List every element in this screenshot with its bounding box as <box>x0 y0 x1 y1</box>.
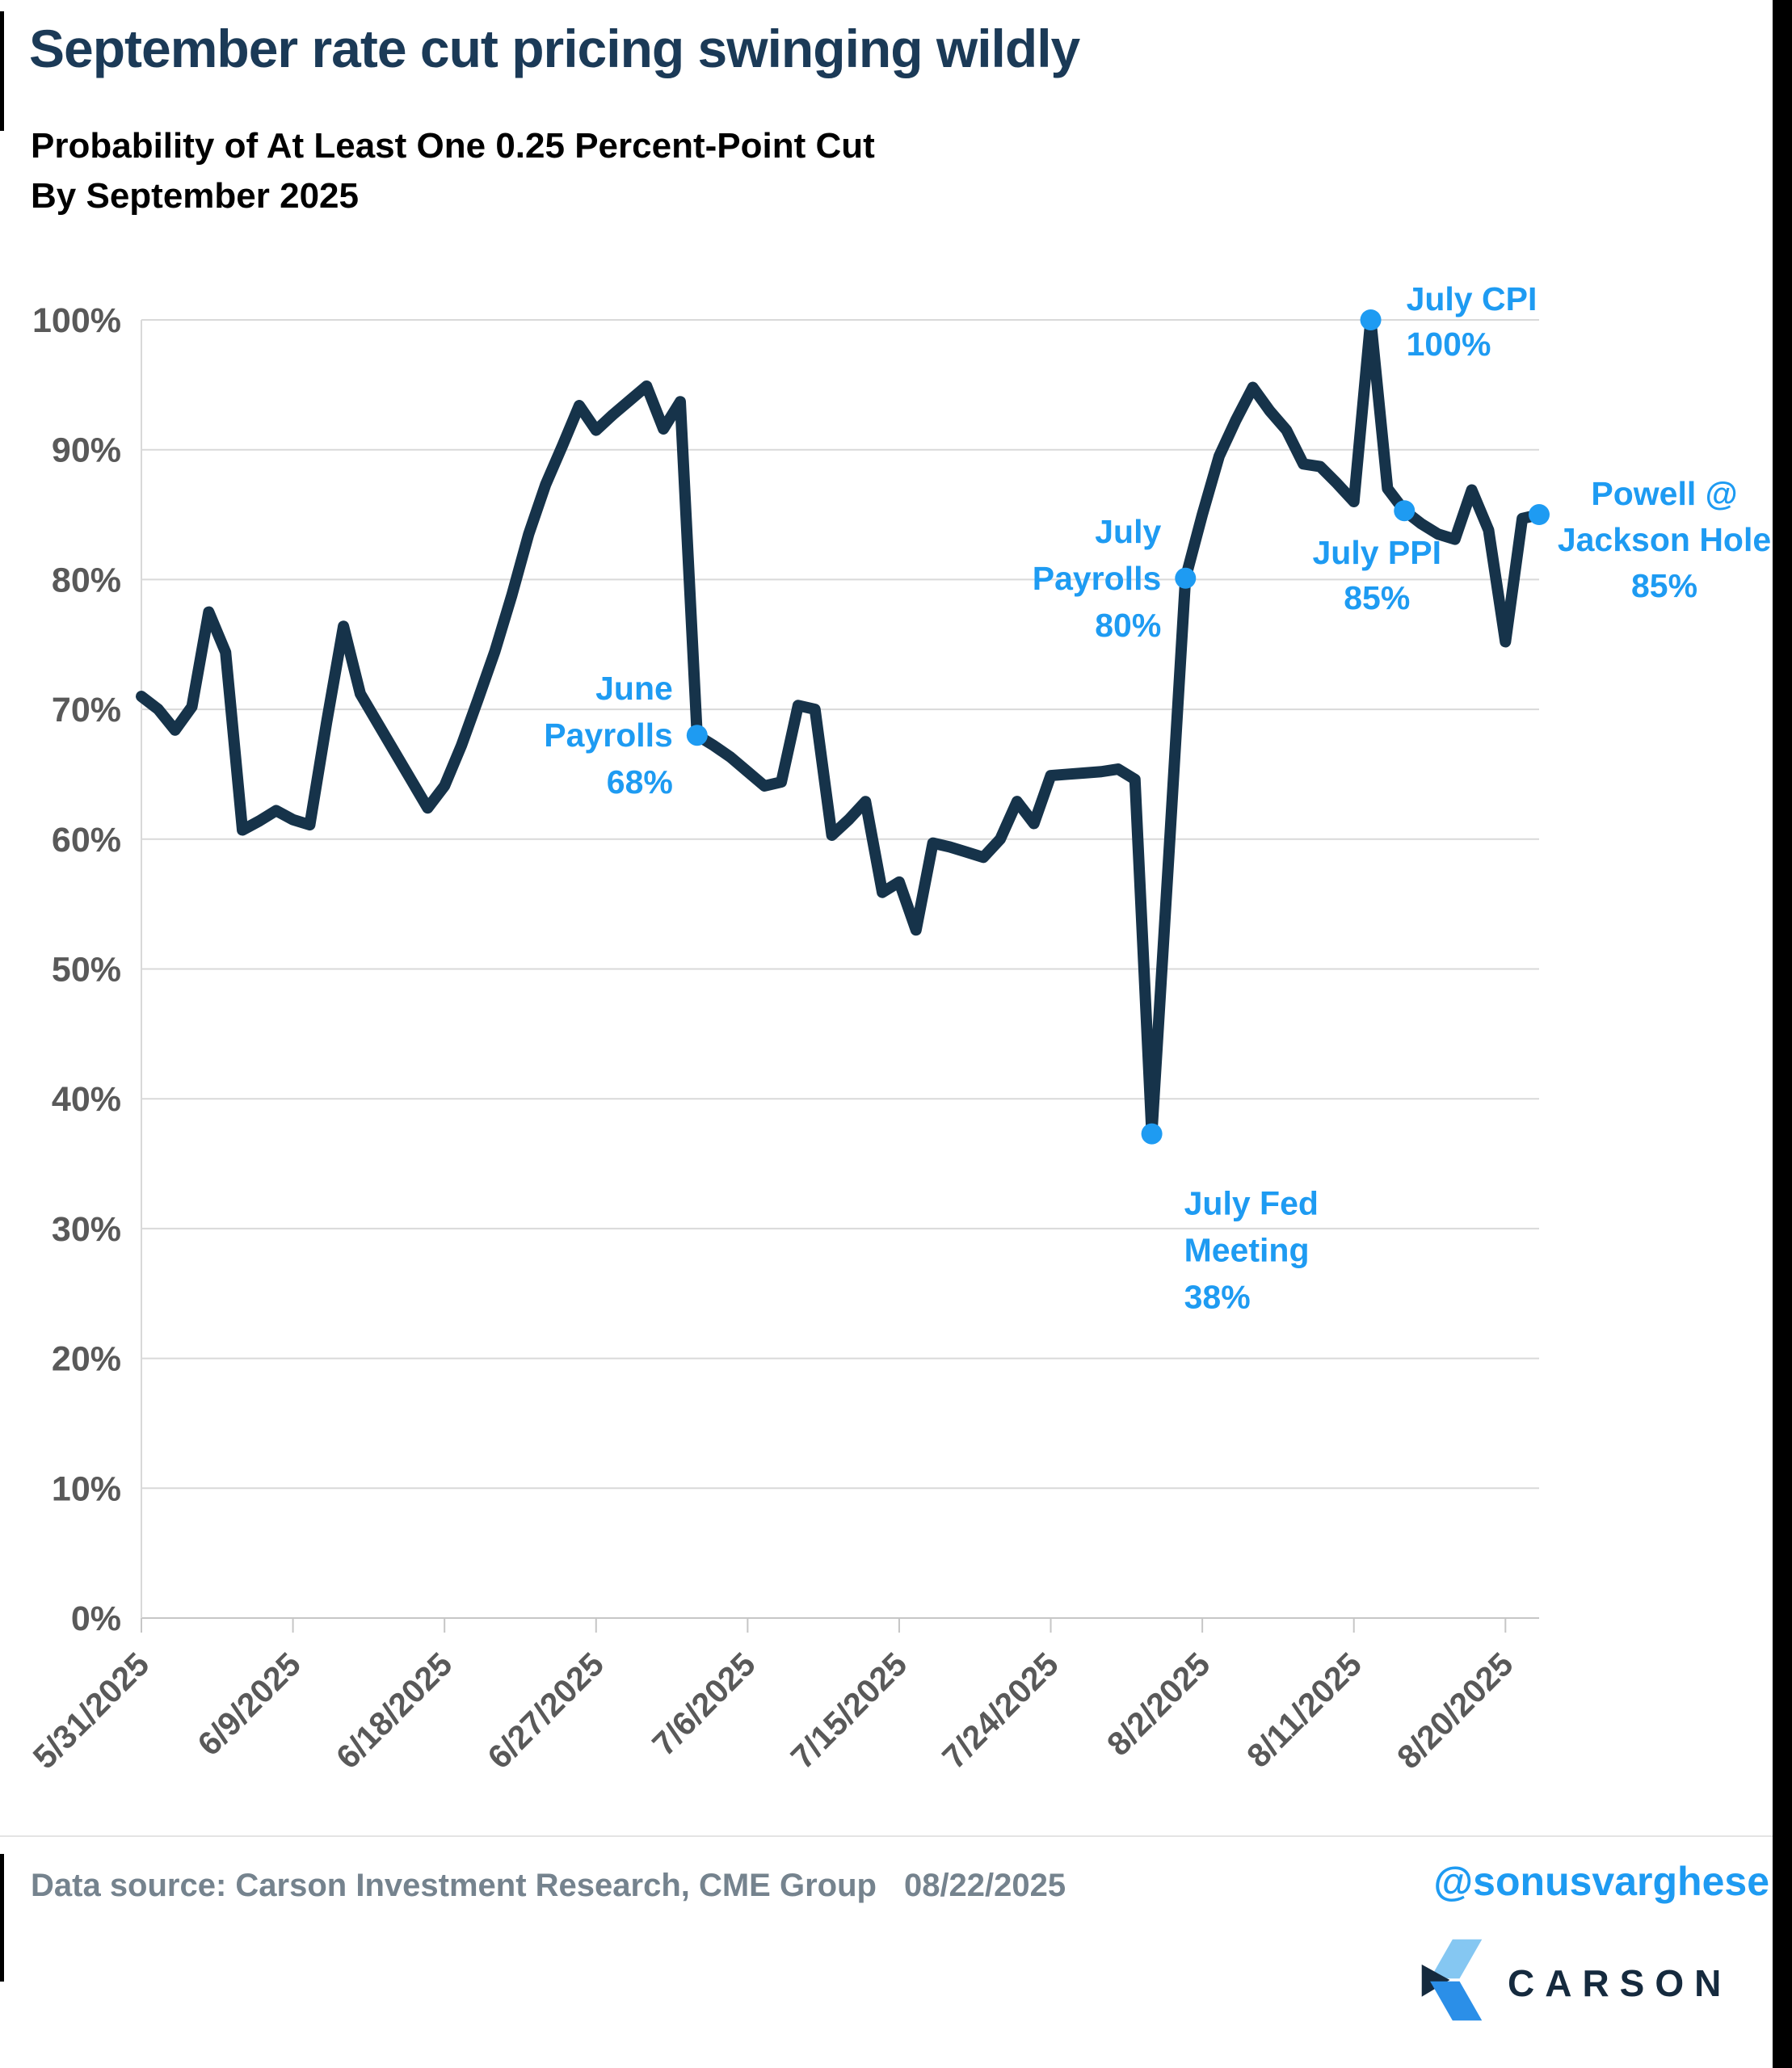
y-axis-label: 70% <box>52 691 121 729</box>
x-axis-label: 6/18/2025 <box>329 1646 460 1776</box>
x-axis-label: 6/27/2025 <box>481 1646 612 1776</box>
carson-logo: CARSON <box>1420 1936 1731 2024</box>
annotation-july-fed-meeting: 38% <box>1184 1279 1251 1316</box>
event-marker-july-payrolls <box>1175 567 1197 589</box>
logo-light-ribbon <box>1430 1939 1483 1979</box>
chart-subtitle-line2: By September 2025 <box>31 176 359 216</box>
chart-subtitle: Probability of At Least One 0.25 Percent… <box>31 121 1162 222</box>
y-axis-label: 20% <box>52 1340 121 1379</box>
y-axis-label: 0% <box>71 1599 121 1638</box>
event-marker-powell-jackson-hole <box>1529 504 1550 526</box>
carson-logo-icon <box>1421 1939 1483 2021</box>
x-axis-label: 7/6/2025 <box>645 1646 762 1763</box>
x-axis-label: 5/31/2025 <box>26 1646 157 1776</box>
event-marker-july-fed-meeting <box>1141 1123 1163 1145</box>
x-axis-label: 6/9/2025 <box>191 1646 308 1763</box>
annotation-july-payrolls: Payrolls <box>1033 560 1162 597</box>
event-marker-july-cpi <box>1360 309 1382 330</box>
annotation-july-ppi: July PPI <box>1312 534 1441 571</box>
annotation-powell-jackson-hole: Powell @ <box>1591 475 1737 512</box>
x-axis-label: 8/20/2025 <box>1390 1646 1521 1776</box>
annotation-july-cpi: 100% <box>1407 326 1491 363</box>
footer-source: Data source: Carson Investment Research,… <box>31 1868 1066 1904</box>
annotation-june-payrolls: June <box>595 670 673 707</box>
x-axis-label: 7/24/2025 <box>935 1646 1066 1776</box>
y-axis-label: 50% <box>52 951 121 990</box>
logo-mid-ribbon <box>1430 1981 1483 2021</box>
data-source-text: Data source: Carson Investment Research,… <box>31 1868 877 1903</box>
right-border-bar <box>1773 0 1792 2068</box>
y-axis-label: 100% <box>32 301 121 340</box>
page-title: September rate cut pricing swinging wild… <box>29 19 1080 78</box>
y-axis-label: 30% <box>52 1210 121 1249</box>
annotation-july-cpi: July CPI <box>1407 280 1538 317</box>
logo-dark-triangle <box>1421 1964 1450 1997</box>
author-handle: @sonusvarghese <box>1433 1859 1769 1904</box>
probability-line <box>136 314 1545 1140</box>
event-marker-june-payrolls <box>686 725 708 746</box>
chart-subtitle-line1: Probability of At Least One 0.25 Percent… <box>31 126 875 166</box>
y-axis-label: 80% <box>52 561 121 599</box>
annotation-july-payrolls: July <box>1095 513 1161 550</box>
annotation-july-payrolls: 80% <box>1095 607 1161 644</box>
annotation-july-fed-meeting: July Fed <box>1184 1185 1319 1222</box>
annotation-june-payrolls: Payrolls <box>544 717 673 754</box>
x-axis-label: 8/2/2025 <box>1100 1646 1217 1763</box>
annotation-july-fed-meeting: Meeting <box>1184 1232 1310 1269</box>
footer-accent-rule <box>0 1854 4 1982</box>
footer-date: 08/22/2025 <box>903 1868 1066 1903</box>
annotation-june-payrolls: 68% <box>607 763 673 801</box>
footer-divider <box>0 1835 1773 1837</box>
annotation-july-ppi: 85% <box>1344 579 1410 616</box>
y-axis-label: 60% <box>52 821 121 860</box>
event-marker-july-ppi <box>1394 500 1416 522</box>
carson-logo-text: CARSON <box>1508 1962 1732 2004</box>
y-axis-label: 90% <box>52 431 121 470</box>
x-axis-label: 7/15/2025 <box>784 1646 915 1776</box>
annotation-powell-jackson-hole: 85% <box>1631 567 1697 604</box>
title-accent-rule <box>0 11 4 131</box>
y-axis-label: 10% <box>52 1469 121 1508</box>
x-axis-label: 8/11/2025 <box>1239 1646 1369 1775</box>
y-axis-label: 40% <box>52 1080 121 1119</box>
annotation-powell-jackson-hole: Jackson Hole <box>1558 521 1771 558</box>
